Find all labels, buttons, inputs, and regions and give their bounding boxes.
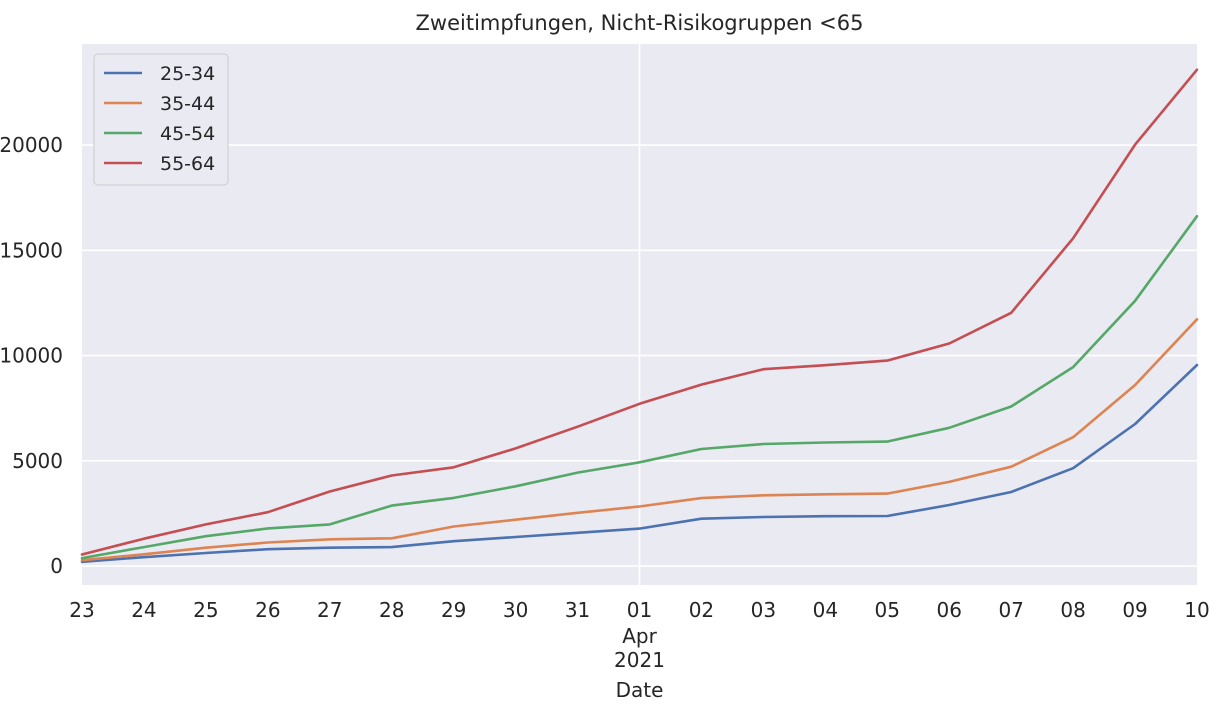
- series-line-55-64: [80, 68, 1199, 556]
- x-tick-label: 29: [441, 598, 466, 622]
- x-axis-label: Date: [616, 678, 664, 702]
- x-tick-label: 31: [565, 598, 590, 622]
- y-tick-label: 10000: [0, 344, 63, 368]
- legend-label: 35-44: [160, 93, 215, 115]
- legend-label: 55-64: [160, 153, 215, 175]
- x-tick-label: 07: [998, 598, 1023, 622]
- series-line-35-44: [80, 317, 1199, 562]
- x-tick-label: 01: [627, 598, 652, 622]
- x-tick-label: 05: [875, 598, 900, 622]
- y-tick-label: 15000: [0, 238, 63, 262]
- x-tick-label: 24: [131, 598, 156, 622]
- legend-box: [93, 53, 229, 186]
- x-tick-label: 26: [255, 598, 280, 622]
- x-tick-label: 23: [69, 598, 94, 622]
- x-tick-label: 08: [1060, 598, 1085, 622]
- legend: 25-34 35-44 45-54 55-64: [93, 53, 229, 186]
- y-tick-label: 0: [50, 554, 63, 578]
- y-tick-label: 20000: [0, 133, 63, 157]
- y-tick-label: 5000: [12, 449, 63, 473]
- series-line-45-54: [80, 214, 1199, 560]
- legend-label: 25-34: [160, 63, 215, 85]
- x-tick-label: 30: [503, 598, 528, 622]
- x-tick-label: 04: [813, 598, 838, 622]
- x-tick-label: 10: [1184, 598, 1209, 622]
- x-tick-label: 25: [193, 598, 218, 622]
- chart-title: Zweitimpfungen, Nicht-Risikogruppen <65: [416, 11, 864, 35]
- legend-label: 45-54: [160, 123, 215, 145]
- x-tick-label: 27: [317, 598, 342, 622]
- x-tick-label: 09: [1122, 598, 1147, 622]
- x-tick-label: 28: [379, 598, 404, 622]
- x-tick-sublabel: 2021: [614, 648, 665, 672]
- x-tick-sublabel: Apr: [622, 624, 657, 648]
- x-tick-label: 02: [689, 598, 714, 622]
- series-line-25-34: [80, 363, 1199, 564]
- x-tick-label: 03: [751, 598, 776, 622]
- x-tick-label: 06: [936, 598, 961, 622]
